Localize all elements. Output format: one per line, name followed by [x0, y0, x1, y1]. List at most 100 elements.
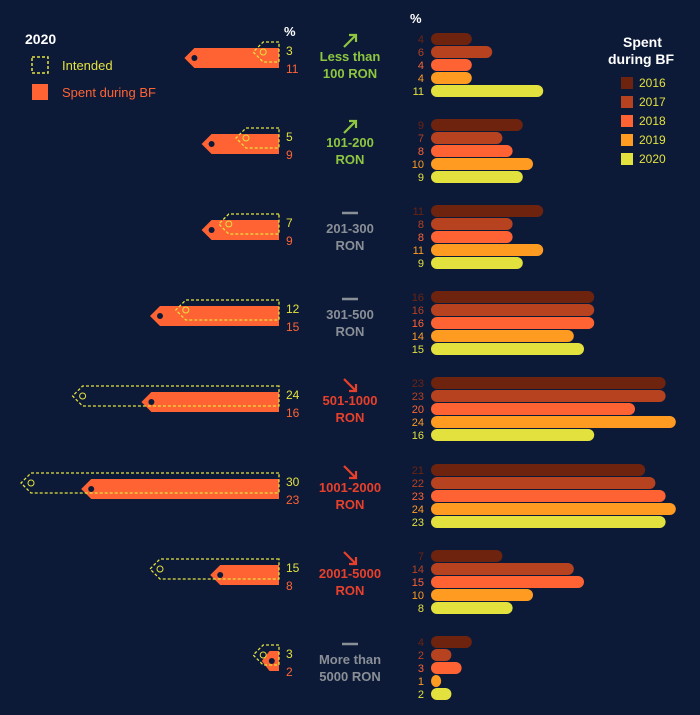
legend-spent-label: Spent during BF	[62, 85, 156, 100]
trend-down-icon	[343, 465, 358, 480]
bar-value-2020: 2	[418, 689, 424, 701]
bar-value-2020: 9	[418, 258, 424, 270]
bar-2020	[431, 429, 595, 441]
bar-value-2020: 15	[412, 344, 424, 356]
intended-tag-hole	[27, 479, 35, 487]
intended-tag-outline	[71, 385, 280, 407]
category-label-line1: 2001-5000	[319, 566, 381, 581]
bar-2020	[431, 85, 544, 97]
bar-2018	[431, 145, 513, 157]
legend-swatch-2016	[621, 77, 633, 89]
bar-2016	[431, 291, 595, 303]
intended-value-label: 3	[286, 44, 293, 58]
intended-tag-hole	[259, 651, 267, 659]
bar-value-2017: 8	[418, 219, 424, 231]
bar-value-2019: 24	[412, 417, 424, 429]
bar-2016	[431, 550, 503, 562]
bar-2019	[431, 589, 533, 601]
bar-value-2020: 9	[418, 172, 424, 184]
bar-value-2016: 7	[418, 551, 424, 563]
bar-value-2016: 21	[412, 465, 424, 477]
bar-value-2019: 10	[412, 159, 424, 171]
bar-2017	[431, 390, 666, 402]
legend-title: 2020	[25, 31, 56, 47]
bar-value-2018: 20	[412, 404, 424, 416]
bar-value-2019: 24	[412, 504, 424, 516]
bar-value-2016: 4	[418, 637, 424, 649]
bar-2016	[431, 636, 472, 648]
bar-2016	[431, 205, 544, 217]
spent-tag-hole	[217, 572, 224, 578]
bar-value-2018: 15	[412, 577, 424, 589]
bar-value-2020: 11	[413, 86, 424, 98]
intended-tag-outline	[252, 41, 280, 63]
spent-tag-bar	[150, 306, 279, 326]
percent-header-right: %	[410, 11, 422, 26]
bar-value-2018: 8	[418, 232, 424, 244]
category-label-line1: 101-200	[326, 135, 374, 150]
category-label-line2: RON	[336, 152, 365, 167]
trend-up-icon	[343, 119, 358, 134]
bar-2018	[431, 403, 635, 415]
legend-swatch-2018	[621, 115, 633, 127]
bar-2018	[431, 490, 666, 502]
spent-tag-hole	[157, 313, 163, 319]
bar-value-2019: 1	[418, 676, 424, 688]
bar-value-2019: 4	[418, 73, 424, 85]
intended-tag-hole	[242, 134, 250, 142]
bar-value-2016: 11	[413, 206, 424, 218]
spent-value-label: 15	[286, 320, 300, 334]
legend-swatch-2017	[621, 96, 633, 108]
bar-2017	[431, 477, 656, 489]
category-label-line1: More than	[319, 652, 381, 667]
bar-value-2018: 8	[418, 146, 424, 158]
legend-intended-swatch	[31, 56, 49, 74]
bar-2018	[431, 59, 472, 71]
bar-value-2017: 6	[418, 47, 424, 59]
bar-2020	[431, 688, 452, 700]
spent-value-label: 2	[286, 665, 293, 679]
bar-2019	[431, 675, 442, 687]
bar-2017	[431, 218, 513, 230]
bar-value-2017: 22	[412, 478, 424, 490]
intended-tag-outline	[252, 644, 280, 666]
intended-tag-outline	[149, 558, 280, 580]
bar-2017	[431, 46, 493, 58]
intended-value-label: 24	[286, 388, 300, 402]
bar-2019	[431, 330, 574, 342]
bar-2016	[431, 33, 472, 45]
intended-value-label: 12	[286, 302, 300, 316]
bar-value-2019: 14	[412, 331, 424, 343]
category-label-line1: 501-1000	[323, 393, 378, 408]
bar-value-2016: 23	[412, 378, 424, 390]
bar-value-2019: 11	[413, 245, 424, 257]
bar-value-2018: 3	[418, 663, 424, 675]
spent-tag-bar	[184, 48, 279, 68]
bar-2018	[431, 317, 595, 329]
bar-2020	[431, 516, 666, 528]
bar-value-2017: 14	[412, 564, 424, 576]
category-label-line1: 301-500	[326, 307, 374, 322]
legend-swatch-2019	[621, 134, 633, 146]
legend-years-title-1: Spent	[623, 34, 662, 50]
bar-value-2017: 7	[418, 133, 424, 145]
bar-value-2017: 2	[418, 650, 424, 662]
legend-years: Spent during BF 2016 2017 2018 2019 2020	[608, 34, 675, 166]
bar-2018	[431, 662, 462, 674]
bar-2019	[431, 158, 533, 170]
bar-2019	[431, 503, 676, 515]
spent-tag-bar	[210, 565, 279, 585]
spent-value-label: 8	[286, 579, 293, 593]
bar-2019	[431, 72, 472, 84]
trend-up-icon	[343, 33, 358, 48]
bar-2020	[431, 171, 523, 183]
bar-2017	[431, 304, 595, 316]
intended-tag-outline	[235, 127, 280, 149]
bar-2018	[431, 231, 513, 243]
bar-2017	[431, 132, 503, 144]
legend-year-2016: 2016	[639, 76, 666, 90]
